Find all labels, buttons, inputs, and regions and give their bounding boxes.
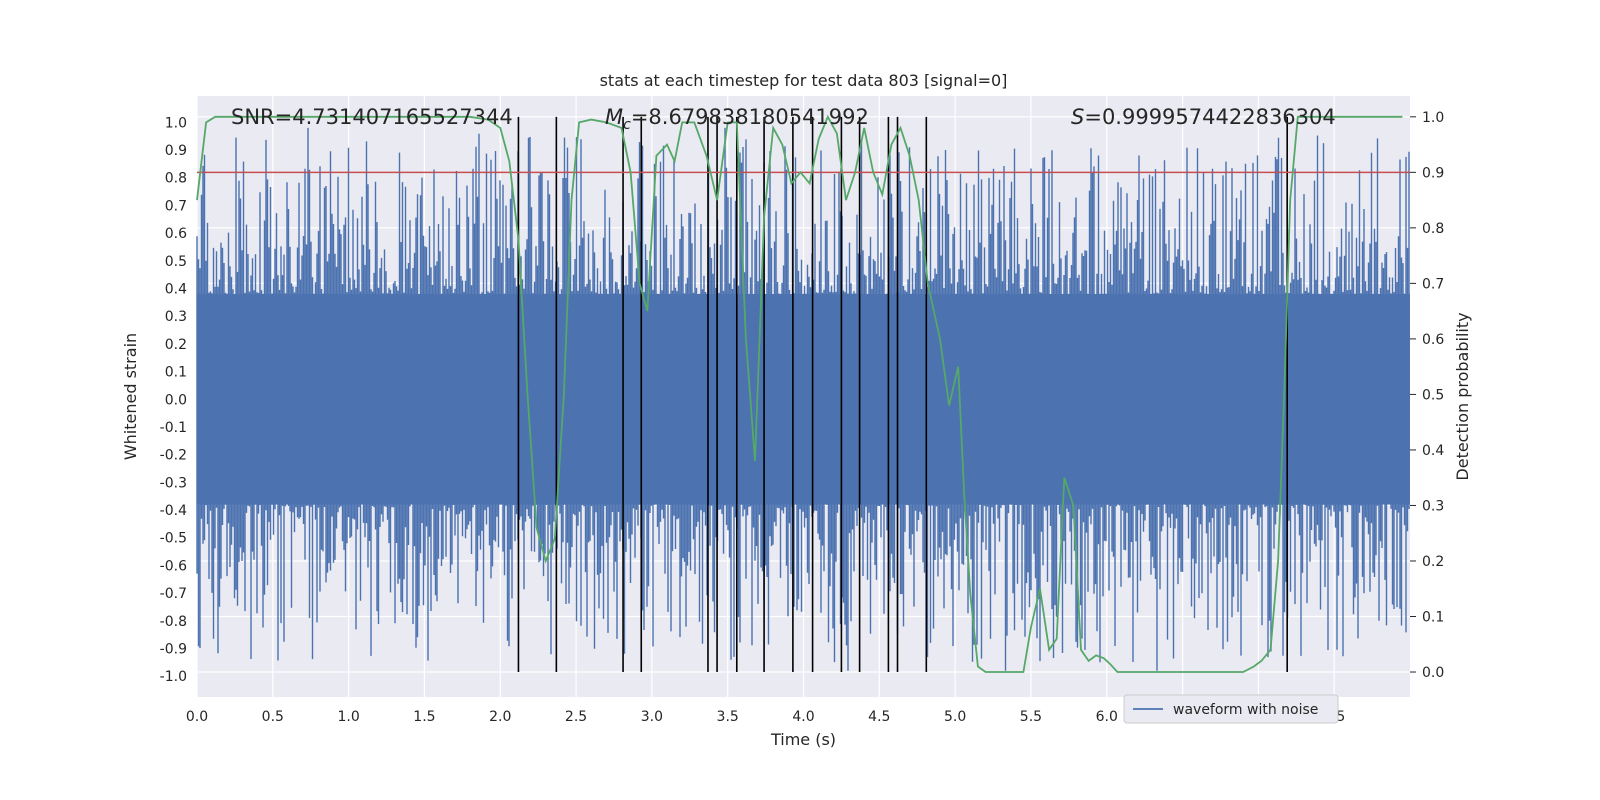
detection-probability-line	[196, 114, 1403, 673]
waveform-trace	[196, 127, 1410, 671]
y-tick-label-left: -0.6	[160, 558, 187, 574]
y-tick-label-left: -0.8	[160, 614, 187, 630]
vertical-lines	[517, 116, 1288, 673]
x-tick-label: 5.5	[1020, 709, 1042, 725]
y-tick-label-left: -0.7	[160, 586, 187, 602]
x-tick-label: 0.5	[262, 709, 284, 725]
x-tick-label: 2.5	[565, 709, 587, 725]
y-tick-label-left: -0.4	[160, 503, 187, 519]
y-tick-label-left: -0.1	[160, 420, 187, 436]
s-value: =0.9999574422836304	[1084, 105, 1335, 129]
x-tick-label: 4.0	[792, 709, 814, 725]
y-axis-label-left: Whitened strain	[121, 333, 140, 460]
y-tick-label-left: 0.1	[165, 365, 187, 381]
y-tick-label-right: 1.0	[1422, 110, 1444, 126]
y-tick-label-right: 0.9	[1422, 165, 1444, 181]
x-tick-label: 6.0	[1096, 709, 1118, 725]
y-tick-label-left: 1.0	[165, 115, 187, 131]
y-ticks-left: 1.0 0.9 0.8 0.7 0.6 0.5 0.4 0.3 0.2 0.1 0.0 -0.1 -0.…	[160, 115, 187, 685]
legend-label: waveform with noise	[1173, 702, 1318, 718]
y-tick-label-right: 0.1	[1422, 609, 1444, 625]
y-tick-label-left: 0.3	[165, 309, 187, 325]
y-tick-label-left: 0.8	[165, 171, 187, 187]
mc-symbol: M	[605, 105, 623, 129]
y-tick-label-right: 0.0	[1422, 665, 1444, 681]
x-tick-label: 3.5	[717, 709, 739, 725]
y-tick-label-left: 0.4	[165, 281, 187, 297]
y-tick-label-left: -1.0	[160, 669, 187, 685]
chart-title: stats at each timestep for test data 803…	[600, 71, 1008, 90]
y-tick-label-left: -0.2	[160, 448, 187, 464]
y-tick-label-right: 0.8	[1422, 221, 1444, 237]
y-tick-label-left: -0.9	[160, 642, 187, 658]
y-tick-label-right: 0.4	[1422, 443, 1444, 459]
mc-subscript: c	[623, 117, 631, 133]
y-tick-label-left: 0.7	[165, 198, 187, 214]
mc-value: =8.679838180541992	[631, 105, 869, 129]
y-ticks-right: 1.0 0.9 0.8 0.7 0.6 0.5 0.4 0.3 0.2 0.1 0.0	[1410, 110, 1444, 681]
x-tick-label: 4.5	[868, 709, 890, 725]
y-tick-label-right: 0.5	[1422, 387, 1444, 403]
s-symbol: S	[1071, 105, 1084, 129]
y-tick-label-left: -0.3	[160, 475, 187, 491]
y-tick-label-left: -0.5	[160, 531, 187, 547]
waveform-series	[196, 127, 1410, 671]
x-tick-label: 1.5	[413, 709, 435, 725]
y-axis-label-right: Detection probability	[1453, 312, 1472, 480]
y-tick-label-right: 0.2	[1422, 554, 1444, 570]
chirp-mass-annotation: Mc=8.679838180541992	[605, 105, 869, 133]
y-tick-label-left: 0.5	[165, 254, 187, 270]
x-tick-label: 3.0	[641, 709, 663, 725]
x-tick-label: 2.0	[489, 709, 511, 725]
y-tick-label-right: 0.6	[1422, 332, 1444, 348]
y-tick-label-left: 0.6	[165, 226, 187, 242]
y-tick-label-left: 0.0	[165, 392, 187, 408]
y-tick-label-right: 0.3	[1422, 498, 1444, 514]
legend: waveform with noise	[1123, 694, 1339, 724]
y-tick-label-left: 0.2	[165, 337, 187, 353]
y-tick-label-right: 0.7	[1422, 276, 1444, 292]
x-tick-label: 5.0	[944, 709, 966, 725]
x-tick-label: 1.0	[337, 709, 359, 725]
legend-box	[1123, 694, 1339, 724]
snr-annotation: SNR=4.731407165527344	[231, 105, 513, 129]
y-tick-label-left: 0.9	[165, 143, 187, 159]
x-axis-label: Time (s)	[770, 730, 836, 749]
score-annotation: S=0.9999574422836304	[1071, 105, 1336, 129]
x-tick-label: 0.0	[186, 709, 208, 725]
